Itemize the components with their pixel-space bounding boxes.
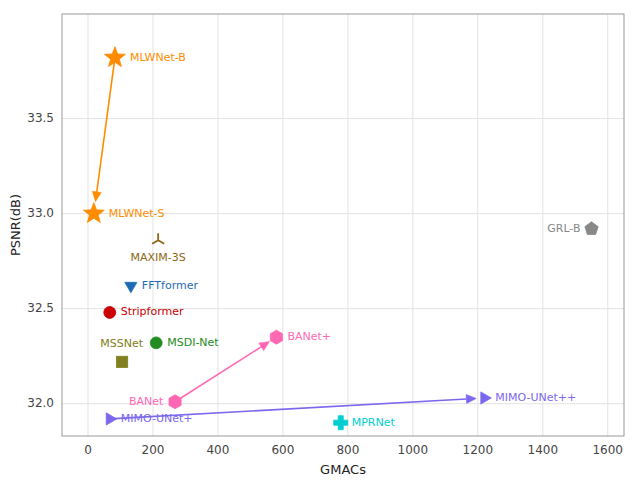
grid: [62, 14, 624, 436]
x-grid-line: [87, 14, 88, 436]
point: [125, 282, 137, 293]
point-label: MIMO-UNet++: [495, 391, 576, 404]
point: [334, 416, 348, 430]
x-tick-label: 600: [271, 443, 294, 457]
point-label: MSDI-Net: [167, 336, 219, 349]
y-axis-label: PSNR(dB): [8, 194, 23, 256]
point: [150, 337, 162, 349]
point-label: MPRNet: [352, 416, 396, 429]
x-tick-label: 400: [206, 443, 229, 457]
point-label: GRL-B: [547, 222, 580, 235]
x-grid-line: [217, 14, 218, 436]
point: [169, 395, 181, 409]
axes: 0 200 400 600 800 1000 1200 1400 1600 32.0 32.5 33.…: [27, 111, 623, 457]
x-tick-label: 800: [336, 443, 359, 457]
x-grid-line: [152, 14, 153, 436]
x-tick-label: 0: [84, 443, 92, 457]
arrow-head: [466, 394, 476, 403]
point: [116, 356, 127, 367]
y-grid-line: [62, 118, 624, 119]
arrow-head: [92, 191, 101, 202]
arrow-head: [259, 341, 270, 350]
point: [104, 47, 125, 67]
arrow-shaft: [175, 347, 261, 402]
arrow: [92, 58, 115, 202]
labels: MLWNet-B MLWNet-S GRL-B MAXIM-3S FFTformer St…: [100, 51, 580, 429]
x-grid-line: [412, 14, 413, 436]
point-label: FFTformer: [142, 279, 199, 292]
arrow-shaft: [97, 58, 115, 192]
y-tick-label: 33.5: [27, 111, 54, 125]
point: [106, 413, 117, 425]
x-grid-line: [477, 14, 478, 436]
chart: 0 200 400 600 800 1000 1200 1400 1600 32.0 32.5 33.…: [0, 0, 640, 486]
point: [585, 222, 598, 235]
data-layer: [83, 47, 598, 430]
x-tick-label: 1600: [592, 443, 623, 457]
point-label: MLWNet-B: [130, 51, 186, 64]
point-label: MIMO-UNet+: [121, 412, 193, 425]
x-grid-line: [347, 14, 348, 436]
point-label: BANet: [129, 395, 164, 408]
y-tick-label: 33.0: [27, 206, 54, 220]
point-label: MSSNet: [100, 337, 143, 350]
point-label: MAXIM-3S: [131, 251, 186, 264]
point-label: BANet+: [287, 330, 331, 343]
point: [104, 306, 116, 318]
point: [152, 233, 164, 244]
x-tick-label: 1200: [463, 443, 494, 457]
plot-frame: [62, 14, 624, 436]
y-tick-label: 32.5: [27, 301, 54, 315]
x-grid-line: [282, 14, 283, 436]
x-tick-label: 1000: [398, 443, 429, 457]
point: [481, 392, 492, 404]
arrow: [175, 341, 270, 401]
point-label: MLWNet-S: [109, 207, 165, 220]
point: [83, 203, 104, 223]
y-tick-label: 32.0: [27, 396, 54, 410]
x-axis-label: GMACs: [320, 462, 366, 477]
x-grid-line: [607, 14, 608, 436]
plot-background: [62, 14, 624, 436]
x-tick-label: 1400: [528, 443, 559, 457]
x-grid-line: [542, 14, 543, 436]
x-tick-label: 200: [142, 443, 165, 457]
point-label: Stripformer: [121, 305, 184, 318]
point: [270, 330, 282, 344]
